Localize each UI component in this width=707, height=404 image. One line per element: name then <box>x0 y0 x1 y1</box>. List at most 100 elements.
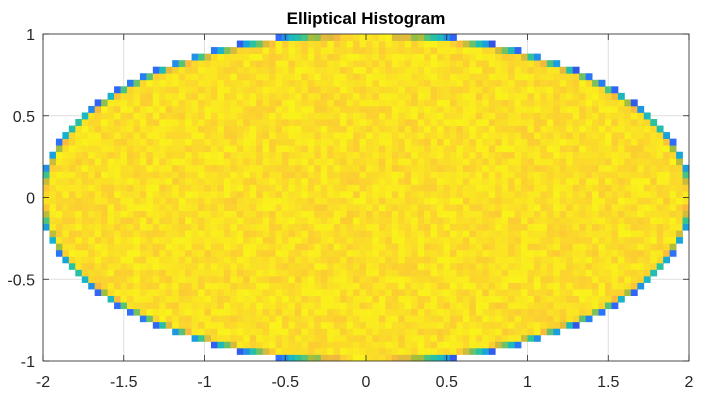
histogram-cell <box>546 105 554 113</box>
histogram-cell <box>566 204 574 211</box>
histogram-cell <box>210 217 218 225</box>
histogram-cell <box>178 243 186 251</box>
histogram-cell <box>198 289 205 296</box>
histogram-cell <box>43 197 50 205</box>
histogram-cell <box>501 230 509 238</box>
histogram-cell <box>443 243 451 251</box>
histogram-cell <box>424 99 431 107</box>
histogram-cell <box>185 145 192 153</box>
histogram-cell <box>449 230 457 238</box>
histogram-cell <box>314 92 322 100</box>
histogram-cell <box>514 145 522 153</box>
histogram-cell <box>191 125 199 133</box>
histogram-cell <box>49 190 57 198</box>
histogram-cell <box>256 275 264 283</box>
histogram-cell <box>243 92 251 100</box>
histogram-cell <box>475 158 483 166</box>
histogram-cell <box>191 151 199 159</box>
histogram-cell <box>301 223 309 231</box>
histogram-cell <box>172 190 180 198</box>
histogram-cell <box>185 99 192 107</box>
histogram-cell <box>488 210 496 218</box>
histogram-cell <box>282 269 289 277</box>
histogram-cell <box>101 223 108 231</box>
histogram-cell <box>107 197 115 205</box>
histogram-cell <box>314 295 322 303</box>
histogram-cell <box>353 145 360 153</box>
histogram-cell <box>449 236 457 244</box>
histogram-cell <box>449 105 457 113</box>
histogram-cell <box>230 302 238 310</box>
histogram-cell <box>320 236 328 244</box>
histogram-cell <box>269 171 276 179</box>
histogram-cell <box>514 217 522 225</box>
histogram-cell <box>443 249 451 257</box>
histogram-cell <box>210 341 218 349</box>
histogram-cell <box>482 86 490 94</box>
histogram-cell <box>372 177 380 185</box>
histogram-cell <box>314 341 322 349</box>
histogram-cell <box>307 53 315 61</box>
histogram-cell <box>488 282 496 290</box>
histogram-cell <box>114 164 121 172</box>
histogram-cell <box>256 223 264 231</box>
histogram-cell <box>275 138 283 146</box>
histogram-cell <box>579 73 587 81</box>
histogram-cell <box>359 177 367 185</box>
histogram-cell <box>592 132 599 140</box>
histogram-cell <box>411 138 419 146</box>
histogram-cell <box>378 236 386 244</box>
histogram-cell <box>437 210 444 218</box>
histogram-cell <box>469 295 477 303</box>
histogram-cell <box>94 243 102 251</box>
histogram-cell <box>456 99 464 107</box>
histogram-cell <box>333 138 341 146</box>
histogram-cell <box>236 73 244 81</box>
histogram-cell <box>592 99 599 107</box>
histogram-cell <box>159 295 167 303</box>
histogram-cell <box>301 73 309 81</box>
histogram-cell <box>669 230 677 238</box>
histogram-cell <box>508 73 515 81</box>
histogram-cell <box>88 256 96 264</box>
histogram-cell <box>592 158 599 166</box>
histogram-cell <box>469 132 477 140</box>
histogram-cell <box>469 99 477 107</box>
histogram-cell <box>598 256 606 264</box>
histogram-cell <box>624 132 632 140</box>
histogram-cell <box>126 132 134 140</box>
histogram-cell <box>546 145 554 153</box>
histogram-cell <box>256 302 264 310</box>
histogram-cell <box>385 164 393 172</box>
histogram-cell <box>282 112 289 120</box>
histogram-cell <box>411 347 419 355</box>
histogram-cell <box>120 125 128 133</box>
histogram-cell <box>508 295 515 303</box>
histogram-cell <box>282 79 289 87</box>
histogram-cell <box>456 86 464 94</box>
histogram-cell <box>592 223 599 231</box>
histogram-cell <box>592 119 599 126</box>
histogram-cell <box>417 92 425 100</box>
histogram-cell <box>178 289 186 296</box>
histogram-cell <box>120 282 128 290</box>
histogram-cell <box>514 341 522 349</box>
histogram-cell <box>230 164 238 172</box>
histogram-cell <box>191 308 199 316</box>
histogram-cell <box>430 66 438 74</box>
histogram-cell <box>475 262 483 270</box>
histogram-cell <box>159 119 167 126</box>
histogram-cell <box>488 60 496 68</box>
histogram-cell <box>55 230 63 238</box>
histogram-cell <box>385 125 393 133</box>
histogram-cell <box>307 40 315 48</box>
histogram-cell <box>275 217 283 225</box>
histogram-cell <box>262 99 270 107</box>
histogram-cell <box>178 269 186 277</box>
histogram-cell <box>320 282 328 290</box>
histogram-cell <box>307 132 315 140</box>
histogram-cell <box>521 204 528 211</box>
histogram-cell <box>288 112 296 120</box>
histogram-cell <box>572 223 580 231</box>
histogram-cell <box>533 171 541 179</box>
